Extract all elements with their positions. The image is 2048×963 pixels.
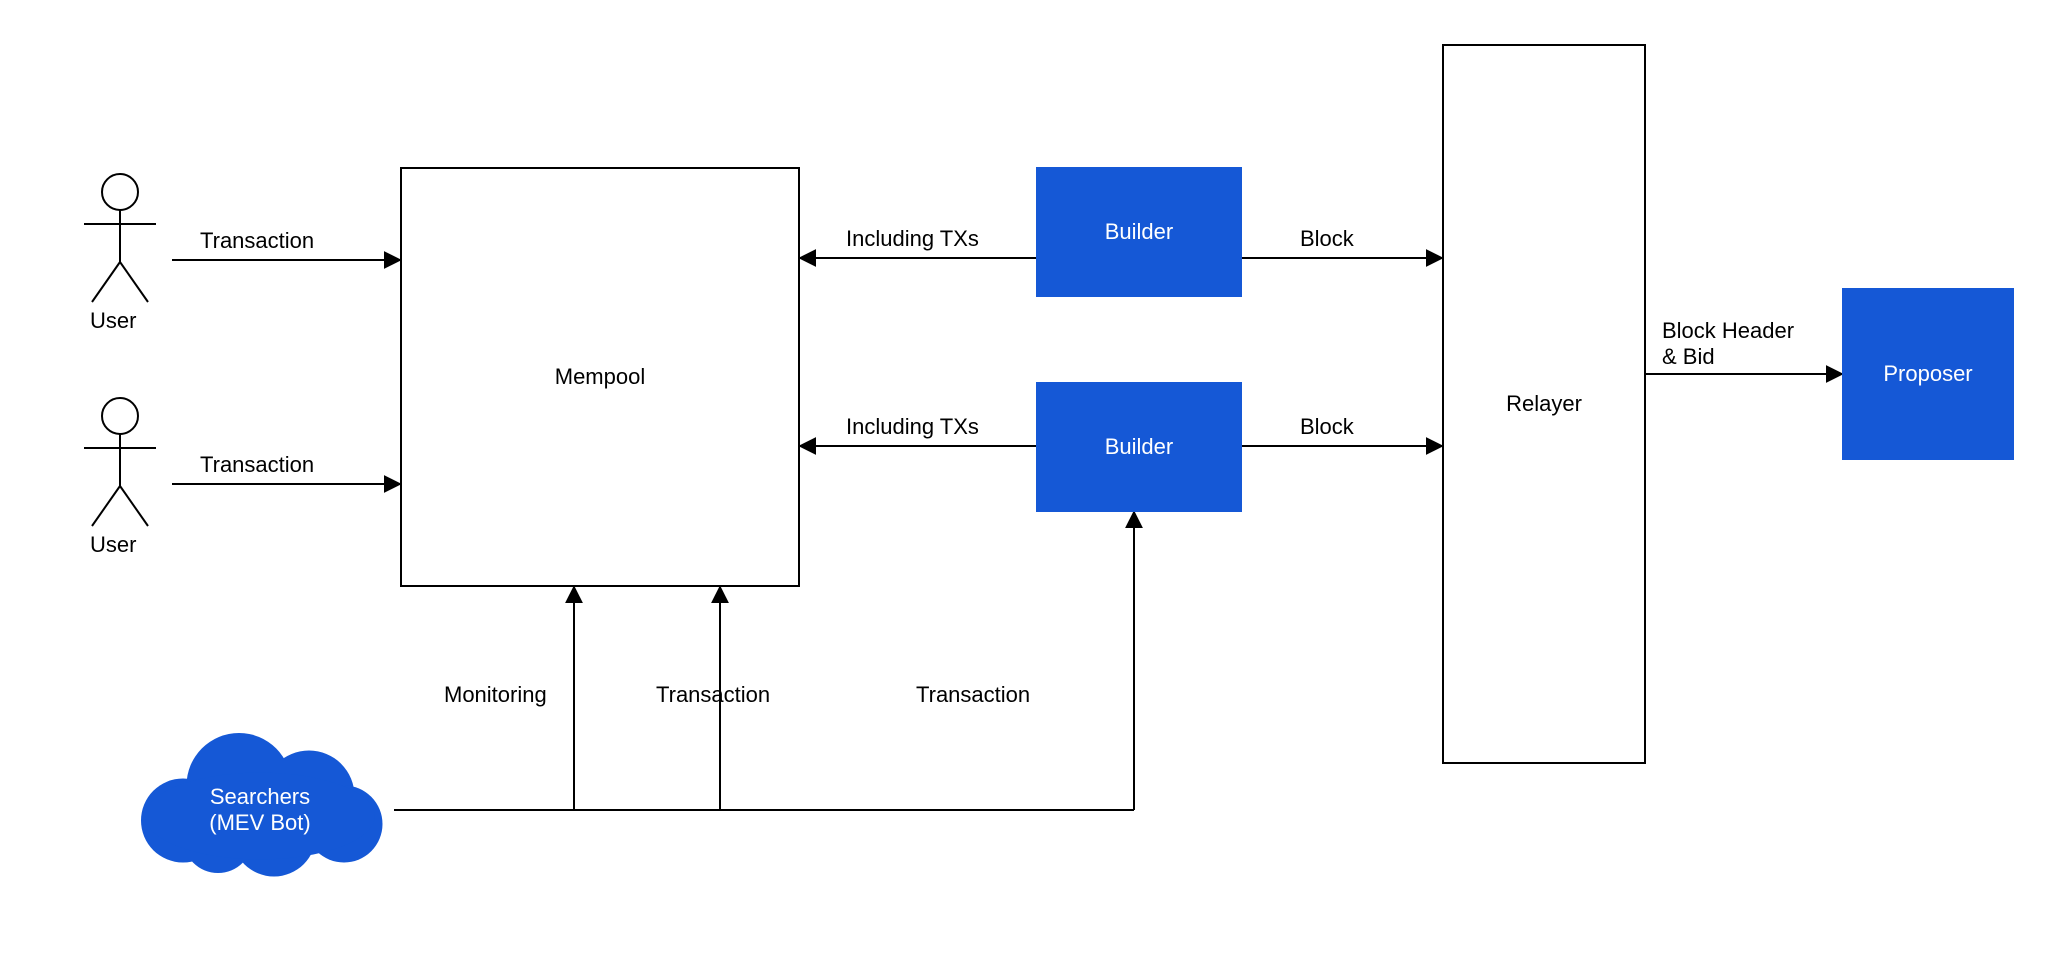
relayer-node: Relayer	[1442, 44, 1646, 764]
builder1-node: Builder	[1036, 167, 1242, 297]
relayer-label: Relayer	[1506, 391, 1582, 417]
edge-label-b1-relayer: Block	[1300, 226, 1354, 252]
searchers-label-line1: Searchers	[210, 784, 310, 809]
edge-label-tx-mempool: Transaction	[656, 682, 770, 708]
edge-label-u1-mempool: Transaction	[200, 228, 314, 254]
edge-label-b2-relayer: Block	[1300, 414, 1354, 440]
searchers-label-line2: (MEV Bot)	[209, 810, 310, 835]
mempool-node: Mempool	[400, 167, 800, 587]
builder1-label: Builder	[1105, 219, 1173, 245]
proposer-label: Proposer	[1883, 361, 1972, 387]
diagram-canvas: Mempool Builder Builder Relayer Proposer…	[0, 0, 2048, 963]
edge-label-b2-mempool: Including TXs	[846, 414, 979, 440]
edge-label-monitoring: Monitoring	[444, 682, 547, 708]
edge-label-tx-builder2: Transaction	[916, 682, 1030, 708]
mempool-label: Mempool	[555, 364, 645, 390]
user1-label: User	[90, 308, 136, 334]
builder2-label: Builder	[1105, 434, 1173, 460]
edge-label-relayer-proposer: Block Header& Bid	[1662, 318, 1832, 371]
edge-label-u2-mempool: Transaction	[200, 452, 314, 478]
proposer-node: Proposer	[1842, 288, 2014, 460]
edge-label-b1-mempool: Including TXs	[846, 226, 979, 252]
user2-label: User	[90, 532, 136, 558]
builder2-node: Builder	[1036, 382, 1242, 512]
searchers-label: Searchers (MEV Bot)	[180, 784, 340, 837]
